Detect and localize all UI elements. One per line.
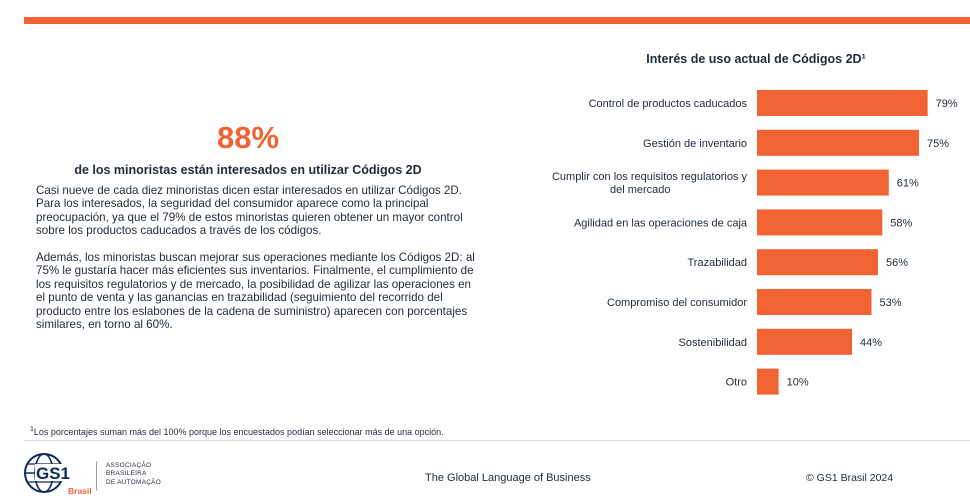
bar [757,328,853,355]
value-label: 61% [897,178,919,190]
category-label: Trazabilidad [687,257,747,269]
value-label: 56% [886,257,908,269]
chart-title: Interés de uso actual de Códigos 2D¹ [646,52,866,66]
category-label: Compromiso del consumidor [607,297,747,309]
bar [757,289,872,315]
logo-text: GS1 [36,464,70,483]
category-label: Agilidad en las operaciones de caja [574,217,748,229]
footnote-text: Los porcentajes suman más del 100% porqu… [33,427,444,437]
gs1-logo: GS1 Brasil [24,453,92,496]
highlight-percentage: 88% [216,120,280,155]
bar [757,368,779,395]
interest-bar-chart: Interés de uso actual de Códigos 2D¹ 79%… [552,52,958,395]
bar [757,90,928,116]
footnote-mark: 1 [30,426,34,433]
category-label: Cumplir con los requisitos regulatorios … [552,171,748,196]
logo-country: Brasil [68,486,92,496]
bar [757,129,919,156]
footer-divider [24,440,970,441]
org-line-1: ASSOCIAÇÃO [106,462,152,469]
body-paragraph-1: Casi nueve de cada diez minoristas dicen… [36,184,463,238]
org-line-2: BRASILEIRA [106,470,147,478]
bar [757,249,878,276]
top-accent-bar [24,17,970,24]
bars-layer: 79% Control de productos caducados 75% Gest… [552,90,958,395]
logo-divider [96,461,97,491]
tagline: The Global Language of Business [425,472,591,484]
value-label: 75% [927,138,949,150]
body-paragraph-2: Además, los minoristas buscan mejorar su… [36,251,475,332]
value-label: 58% [890,217,912,229]
copyright: © GS1 Brasil 2024 [806,472,894,484]
category-label: Sostenibilidad [679,337,748,349]
bar [757,209,883,236]
value-label: 44% [860,337,882,349]
org-line-3: DE AUTOMAÇÃO [106,478,161,486]
value-label: 79% [936,98,958,110]
category-label: Control de productos caducados [589,98,748,110]
category-label: Gestión de inventario [643,138,747,150]
value-label: 53% [879,297,901,309]
organization-name: ASSOCIAÇÃO BRASILEIRA DE AUTOMAÇÃO [106,462,161,487]
value-label: 10% [787,377,809,389]
bar [757,169,889,196]
footnote: 1Los porcentajes suman más del 100% porq… [30,426,444,437]
highlight-caption: de los minoristas están interesados en u… [74,163,422,177]
category-label: Otro [726,377,747,389]
